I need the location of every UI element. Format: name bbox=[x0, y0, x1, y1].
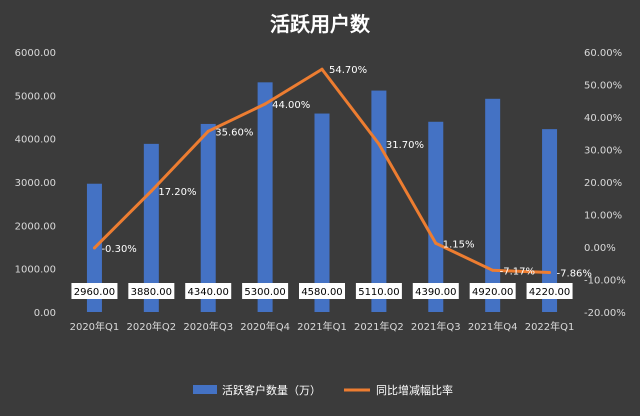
line-data-label: -0.30% bbox=[101, 244, 136, 255]
left-axis-tick-label: 5000.00 bbox=[15, 91, 56, 102]
line-point bbox=[377, 142, 381, 146]
x-axis-tick-label: 2021年Q1 bbox=[297, 320, 347, 333]
line-point bbox=[491, 268, 495, 272]
bar-data-label-box bbox=[128, 283, 175, 299]
bar-data-label-box bbox=[71, 283, 118, 299]
legend-bar-label: 活跃客户数量（万） bbox=[222, 383, 321, 397]
line-point bbox=[92, 246, 96, 250]
bar bbox=[371, 90, 387, 312]
x-axis: 2020年Q1 2020年Q2 2020年Q3 2020年Q4 2021年Q1 2021年… bbox=[70, 320, 575, 333]
bar-data-label: 4390.00 bbox=[415, 287, 456, 298]
bar bbox=[485, 98, 501, 312]
bar-data-label: 4580.00 bbox=[301, 287, 342, 298]
left-axis-tick-label: 6000.00 bbox=[15, 48, 56, 59]
line-data-label: 54.70% bbox=[329, 65, 367, 76]
line-data-labels: -0.30% 17.20% 35.60% 44.00% 54.70% 31.70% 1.15… bbox=[101, 65, 592, 279]
bar-data-label: 4340.00 bbox=[188, 287, 229, 298]
bar-data-label: 4920.00 bbox=[472, 287, 513, 298]
line-data-label: 17.20% bbox=[158, 187, 196, 198]
right-axis-tick-label: 10.00% bbox=[584, 211, 622, 222]
bar-data-label: 2960.00 bbox=[74, 287, 115, 298]
bar-data-label-box bbox=[526, 283, 573, 299]
legend-line-label: 同比增减幅比率 bbox=[376, 383, 453, 397]
bar-series bbox=[86, 82, 558, 313]
bar-data-label-box bbox=[469, 283, 516, 299]
line-data-label: 44.00% bbox=[272, 100, 310, 111]
line-data-label: -7.17% bbox=[500, 266, 535, 277]
x-axis-tick-label: 2020年Q1 bbox=[70, 320, 120, 333]
line-point bbox=[263, 102, 267, 106]
x-axis-tick-label: 2021年Q4 bbox=[468, 320, 518, 333]
line-data-label: -7.86% bbox=[557, 269, 592, 280]
x-axis-tick-label: 2021年Q2 bbox=[354, 320, 404, 333]
left-axis-tick-label: 0.00 bbox=[34, 308, 56, 319]
line-point bbox=[320, 67, 324, 71]
line-data-label: 35.60% bbox=[215, 127, 253, 138]
line-data-label: 31.70% bbox=[386, 140, 424, 151]
bar-data-label-box bbox=[242, 283, 289, 299]
bar-data-labels: 2960.00 3880.00 4340.00 5300.00 4580.00 5110.… bbox=[71, 283, 573, 299]
x-axis-tick-label: 2020年Q3 bbox=[183, 320, 233, 333]
left-axis: 0.00 1000.00 2000.00 3000.00 4000.00 5000.00 6… bbox=[15, 48, 56, 319]
bar bbox=[542, 129, 558, 312]
line-series bbox=[92, 67, 552, 275]
x-axis-tick-label: 2021年Q3 bbox=[411, 320, 461, 333]
legend-bar-swatch bbox=[193, 385, 217, 394]
right-axis-tick-label: 40.00% bbox=[584, 113, 622, 124]
bar-data-label-box bbox=[412, 283, 459, 299]
line-point bbox=[434, 241, 438, 245]
right-axis-tick-label: 50.00% bbox=[584, 81, 622, 92]
x-axis-tick-label: 2020年Q4 bbox=[240, 320, 290, 333]
line-data-label: 1.15% bbox=[443, 239, 475, 250]
right-axis-tick-label: 20.00% bbox=[584, 178, 622, 189]
bar-data-label: 5110.00 bbox=[358, 287, 399, 298]
bar-data-label: 3880.00 bbox=[131, 287, 172, 298]
bar-data-label-box bbox=[355, 283, 402, 299]
left-axis-tick-label: 1000.00 bbox=[15, 265, 56, 276]
bar bbox=[257, 82, 273, 312]
left-axis-tick-label: 3000.00 bbox=[15, 178, 56, 189]
right-axis-tick-label: 30.00% bbox=[584, 146, 622, 157]
line-point bbox=[206, 129, 210, 133]
line-point bbox=[548, 271, 552, 275]
right-axis-tick-label: 60.00% bbox=[584, 48, 622, 59]
right-axis: -20.00% -10.00% 0.00% 10.00% 20.00% 30.00% 40.… bbox=[584, 48, 626, 319]
left-axis-tick-label: 4000.00 bbox=[15, 135, 56, 146]
bar-data-label: 4220.00 bbox=[529, 287, 570, 298]
right-axis-tick-label: -20.00% bbox=[584, 308, 626, 319]
x-axis-tick-label: 2020年Q2 bbox=[126, 320, 176, 333]
right-axis-tick-label: 0.00% bbox=[584, 243, 616, 254]
bar-data-label-box bbox=[185, 283, 232, 299]
bar bbox=[314, 113, 330, 313]
x-axis-tick-label: 2022年Q1 bbox=[525, 320, 575, 333]
line-point bbox=[149, 189, 153, 193]
chart-title: 活跃用户数 bbox=[270, 12, 371, 36]
legend: 活跃客户数量（万） 同比增减幅比率 bbox=[193, 383, 453, 397]
bar bbox=[428, 121, 444, 313]
left-axis-tick-label: 2000.00 bbox=[15, 221, 56, 232]
bar-data-label: 5300.00 bbox=[244, 287, 285, 298]
bar bbox=[200, 123, 216, 312]
bar-data-label-box bbox=[299, 283, 345, 299]
right-axis-tick-label: -10.00% bbox=[584, 276, 626, 287]
